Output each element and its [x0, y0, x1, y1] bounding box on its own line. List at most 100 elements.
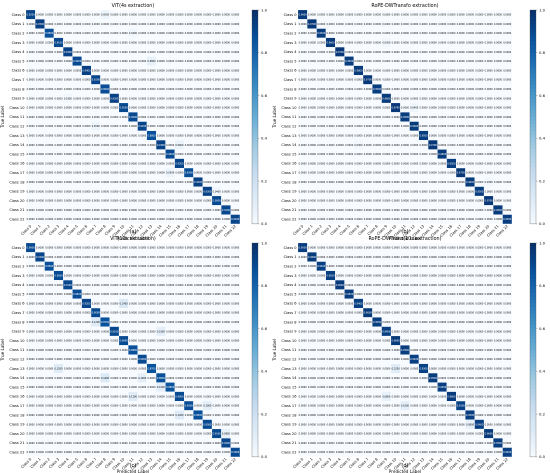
cell-value-label: 0.0000 — [36, 200, 45, 203]
cell-value-label: 0.0000 — [410, 144, 419, 147]
cell-value-label: 0.0000 — [194, 153, 203, 156]
cell-value-label: 0.0000 — [129, 41, 138, 44]
cell-value-label: 0.0000 — [166, 181, 175, 184]
cell-value-label: 0.0000 — [457, 451, 466, 454]
cell-value-label: 0.0000 — [503, 14, 512, 17]
colorbar-segment — [530, 116, 536, 121]
y-tick-label: Class 10 — [9, 106, 25, 110]
cell-value-label: 0.0000 — [345, 14, 354, 17]
cell-value-label: 0.0000 — [129, 442, 138, 445]
cell-value-label: 0.0000 — [185, 51, 194, 54]
colorbar-segment — [252, 314, 258, 319]
cell-value-label: 0.0000 — [73, 69, 82, 72]
cell-value-label: 0.0000 — [148, 32, 157, 35]
cell-value-label: 0.0000 — [185, 144, 194, 147]
colorbar-segment — [252, 166, 258, 171]
cell-value-label: 0.0000 — [138, 414, 147, 417]
cell-value-label: 0.0000 — [175, 172, 184, 175]
colorbar-segment — [252, 349, 258, 354]
colorbar-segment — [530, 435, 536, 440]
cell-value-label: 0.0000 — [129, 284, 138, 287]
cell-value-label: 0.0000 — [317, 395, 326, 398]
cell-value-label: 0.0000 — [194, 200, 203, 203]
cell-value-label: 0.0000 — [157, 340, 166, 343]
cell-value-label: 0.0000 — [138, 14, 147, 17]
cell-value-label: 0.0000 — [485, 405, 494, 408]
heatmap-title: RoPE-DWTrans(10s extraction) — [368, 236, 441, 242]
cell-value-label: 0.0000 — [213, 14, 222, 17]
cell-value-label: 0.0000 — [120, 256, 129, 259]
cell-value-label: 0.0000 — [213, 41, 222, 44]
cell-value-label: 0.0000 — [373, 330, 382, 333]
cell-value-label: 0.0000 — [82, 293, 91, 296]
cell-value-label: 0.0000 — [364, 23, 373, 26]
colorbar-segment — [530, 439, 536, 443]
cell-value-label: 0.0000 — [447, 97, 456, 100]
cell-value-label: 0.0000 — [157, 134, 166, 137]
cell-value-label: 0.0000 — [410, 451, 419, 454]
colorbar-segment — [530, 410, 536, 415]
cell-value-label: 0.0000 — [73, 284, 82, 287]
cell-value-label: 0.0000 — [401, 79, 410, 82]
cell-value-label: 0.0000 — [485, 209, 494, 212]
y-tick-label: Class 10 — [9, 339, 25, 343]
cell-value-label: 0.0000 — [420, 51, 429, 54]
cell-value-label: 0.0000 — [299, 181, 308, 184]
cell-value-label: 0.0000 — [222, 69, 231, 72]
cell-value-label: 0.0000 — [457, 349, 466, 352]
cell-value-label: 0.0000 — [231, 284, 240, 287]
cell-value-label: 0.0000 — [401, 23, 410, 26]
cell-value-label: 0.0000 — [101, 200, 110, 203]
colorbar-segment — [252, 260, 258, 265]
cell-value-label: 0.0000 — [27, 162, 36, 165]
cell-value-label: 0.9500 — [317, 32, 326, 35]
cell-value-label: 0.0000 — [82, 349, 91, 352]
cell-value-label: 0.0000 — [475, 284, 484, 287]
heatmap-panel-2: ViT(10s extraction)0.9000 0.0000 0.0000 0.0… — [0, 236, 268, 473]
cell-value-label: 0.0000 — [73, 247, 82, 250]
cell-value-label: 0.0000 — [110, 321, 119, 324]
cell-value-label: 0.0000 — [101, 181, 110, 184]
cell-value-label: 0.0000 — [36, 79, 45, 82]
cell-value-label: 0.0000 — [494, 200, 503, 203]
colorbar-segment — [252, 173, 258, 178]
heatmap-cells: 0.9200 0.0000 0.0000 0.0000 0.0000 0.0000 0.00… — [25, 9, 240, 224]
cell-value-label: 0.0000 — [45, 386, 54, 389]
cell-value-label: 0.0000 — [410, 51, 419, 54]
cell-value-label: 0.9500 — [373, 88, 382, 91]
cell-value-label: 0.0000 — [55, 302, 64, 305]
panel-caption: (c) — [130, 463, 137, 469]
heatmap-title: ViT(10s extraction) — [110, 236, 156, 242]
cell-value-label: 0.0000 — [485, 134, 494, 137]
cell-value-label: 0.0000 — [317, 377, 326, 380]
cell-value-label: 0.0000 — [317, 14, 326, 17]
cell-value-label: 0.0000 — [382, 340, 391, 343]
cell-value-label: 0.0000 — [166, 256, 175, 259]
cell-value-label: 0.0000 — [429, 172, 438, 175]
colorbar-segment — [530, 141, 536, 146]
cell-value-label: 0.0000 — [110, 302, 119, 305]
cell-value-label: 0.0000 — [64, 265, 73, 268]
cell-value-label: 0.0000 — [82, 451, 91, 454]
cell-value-label: 0.0000 — [447, 125, 456, 128]
cell-value-label: 0.0000 — [92, 209, 101, 212]
cell-value-label: 0.0000 — [194, 274, 203, 277]
cell-value-label: 0.0000 — [420, 218, 429, 221]
cell-value-label: 0.0000 — [222, 256, 231, 259]
cell-value-label: 0.0000 — [364, 162, 373, 165]
cell-value-label: 0.0000 — [466, 330, 475, 333]
cell-value-label: 0.0000 — [157, 265, 166, 268]
colorbar-segment — [530, 324, 536, 329]
cell-value-label: 0.9400 — [475, 423, 484, 426]
cell-value-label: 0.1000 — [203, 405, 212, 408]
cell-value-label: 0.0000 — [55, 51, 64, 54]
cell-value-label: 0.0000 — [354, 23, 363, 26]
colorbar-segment — [252, 264, 258, 269]
cell-value-label: 0.0000 — [494, 32, 503, 35]
cell-value-label: 0.0000 — [485, 358, 494, 361]
cell-value-label: 0.0000 — [36, 41, 45, 44]
cell-value-label: 0.0000 — [27, 107, 36, 110]
cell-value-label: 0.0000 — [194, 302, 203, 305]
cell-value-label: 0.0000 — [336, 153, 345, 156]
